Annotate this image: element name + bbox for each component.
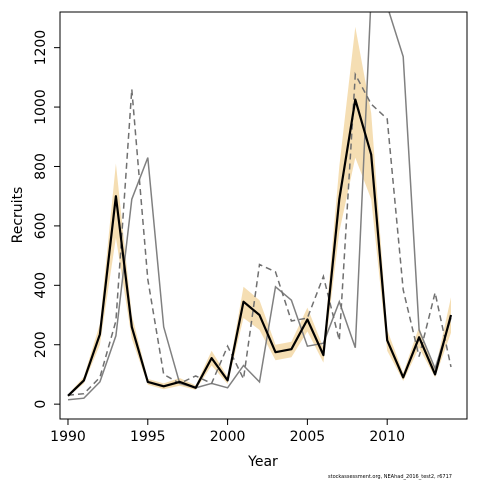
y-tick-label: 0	[33, 400, 49, 409]
reference-dashed-line	[67, 71, 452, 396]
y-axis-label: Recruits	[10, 187, 26, 244]
x-tick-label: 2005	[290, 429, 326, 445]
plot-area	[67, 12, 453, 401]
y-axis: 0 200 400 600 800 1000 1200	[33, 30, 60, 409]
x-axis: 1990 1995 2000 2005 2010	[50, 419, 405, 445]
y-tick-label: 1200	[33, 30, 49, 66]
x-tick-label: 1990	[50, 429, 86, 445]
y-tick-label: 400	[33, 272, 49, 299]
credit-text: stockassessment.org, NEAhad_2016_test2, …	[328, 474, 452, 480]
x-tick-label: 1995	[130, 429, 166, 445]
y-tick-label: 200	[33, 331, 49, 358]
y-tick-label: 800	[33, 153, 49, 180]
y-tick-label: 1000	[33, 89, 49, 125]
x-tick-label: 2000	[210, 429, 246, 445]
x-tick-label: 2010	[369, 429, 405, 445]
reference-solid-line	[67, 12, 452, 401]
estimate-line	[67, 98, 453, 397]
plot-frame	[59, 11, 468, 420]
x-axis-label: Year	[247, 454, 278, 470]
y-tick-label: 600	[33, 213, 49, 240]
confidence-band	[68, 26, 451, 397]
